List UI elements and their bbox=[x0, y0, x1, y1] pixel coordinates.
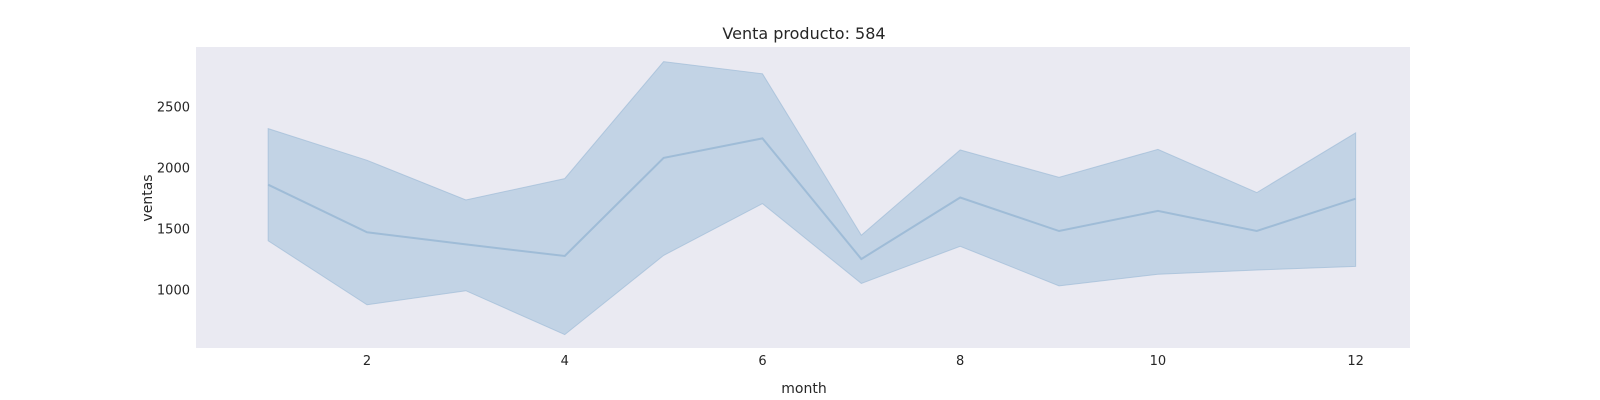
x-axis-ticks: 2 4 6 8 10 12 bbox=[363, 354, 1364, 369]
x-tick-label: 6 bbox=[758, 354, 766, 369]
y-axis-ticks: 1000 1500 2000 2500 bbox=[157, 101, 190, 299]
y-tick-label: 2000 bbox=[157, 162, 190, 177]
y-tick-label: 1000 bbox=[157, 284, 190, 299]
series-line bbox=[267, 137, 1356, 261]
y-axis-label: ventas bbox=[140, 174, 156, 221]
x-tick-label: 4 bbox=[561, 354, 569, 369]
x-tick-label: 12 bbox=[1347, 354, 1364, 369]
chart-title: Venta producto: 584 bbox=[722, 24, 885, 43]
y-tick-label: 2500 bbox=[157, 101, 190, 116]
x-tick-label: 10 bbox=[1150, 354, 1167, 369]
x-axis-label: month bbox=[781, 381, 826, 397]
x-tick-label: 2 bbox=[363, 354, 371, 369]
y-tick-label: 1500 bbox=[157, 223, 190, 238]
x-tick-label: 8 bbox=[956, 354, 964, 369]
line-layer bbox=[267, 137, 1356, 261]
